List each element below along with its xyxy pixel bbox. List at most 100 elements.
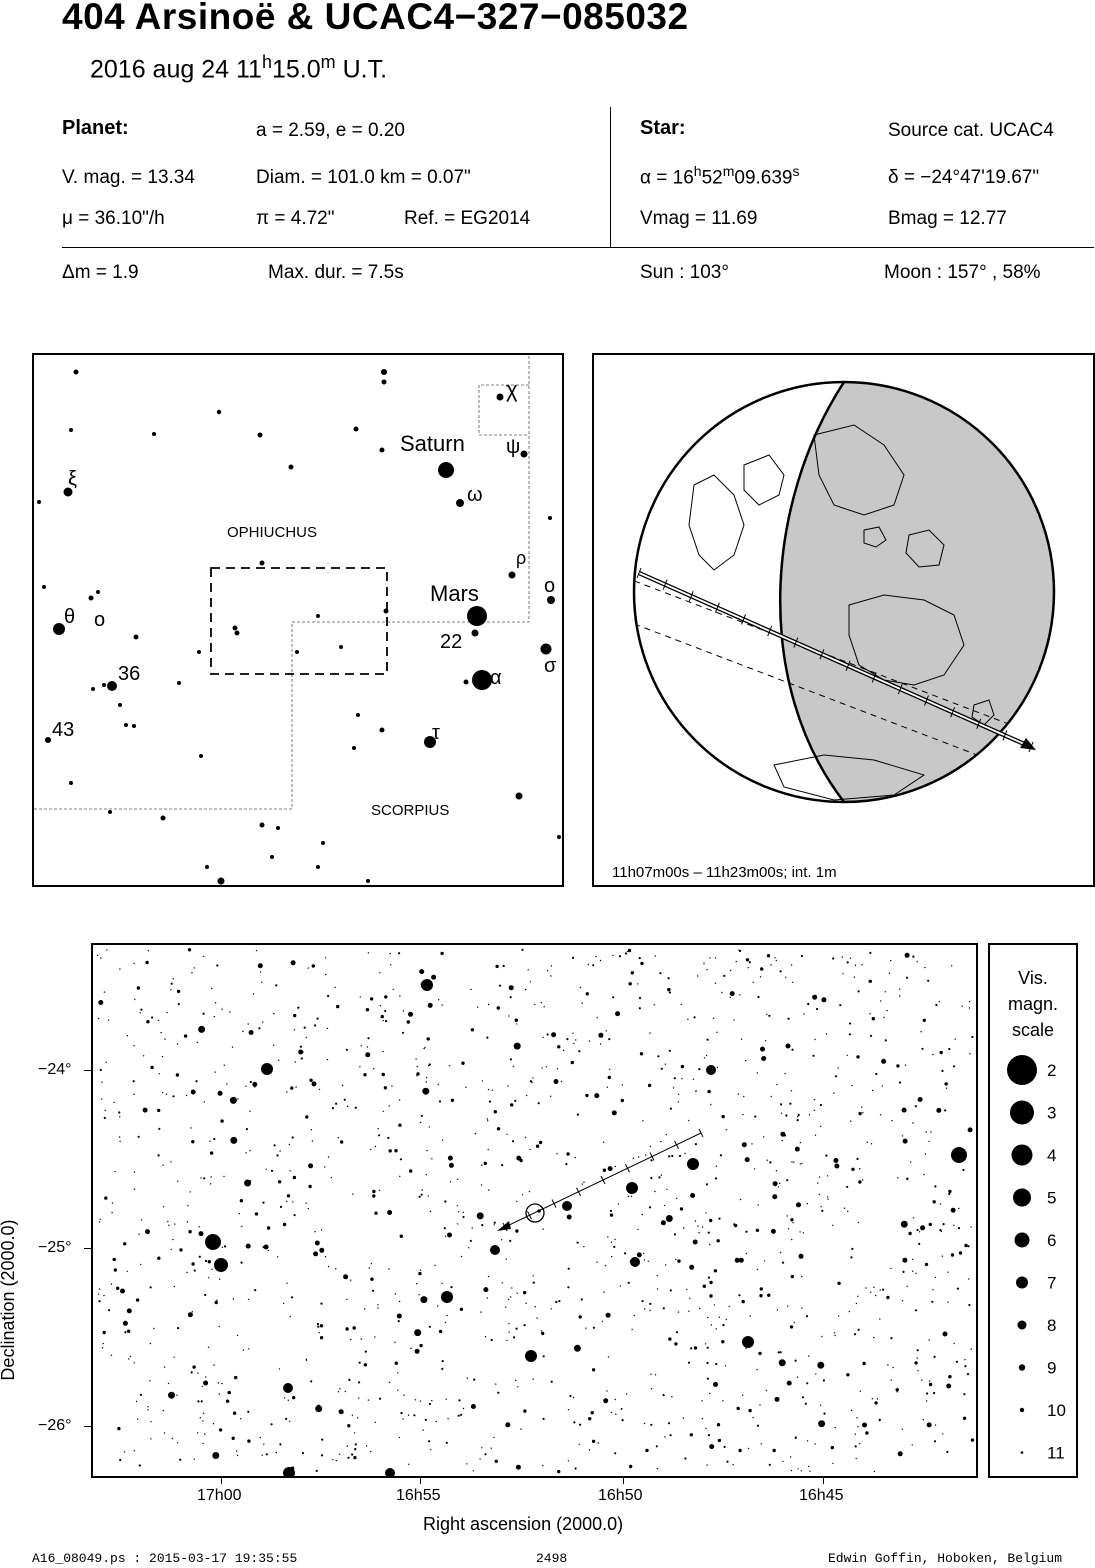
field-star: [137, 1135, 140, 1138]
field-star: [276, 1154, 279, 1157]
bright-star: [385, 1468, 395, 1476]
planet-motion: μ = 36.10"/h: [62, 208, 165, 229]
field-star: [509, 996, 512, 999]
field-star: [813, 1098, 816, 1101]
field-star: [209, 1140, 211, 1142]
field-star: [416, 1283, 418, 1285]
field-star: [953, 1342, 955, 1345]
field-star: [871, 1398, 873, 1400]
field-star: [944, 1082, 948, 1086]
field-star: [277, 1256, 279, 1258]
finder-star: [63, 487, 73, 497]
field-star: [778, 1359, 786, 1367]
field-star: [220, 1119, 224, 1123]
field-star: [678, 1093, 680, 1096]
time-tick: [819, 649, 825, 660]
field-star: [812, 1054, 815, 1057]
field-star: [200, 1231, 203, 1234]
field-star: [399, 1175, 401, 1177]
field-star: [542, 1355, 545, 1358]
finder-star: [69, 428, 73, 432]
field-star: [456, 1205, 458, 1207]
field-star: [123, 1451, 126, 1453]
field-star: [301, 1452, 305, 1455]
field-star: [725, 1129, 728, 1131]
field-star: [419, 1121, 422, 1124]
legend-magnitude: 7: [1047, 1274, 1056, 1293]
field-star: [890, 959, 892, 962]
constellation-label: OPHIUCHUS: [227, 524, 317, 541]
field-star: [534, 1306, 536, 1308]
field-star: [218, 1428, 223, 1432]
legend-dot: [1018, 1364, 1026, 1371]
field-star: [293, 1029, 296, 1031]
finder-star: [547, 596, 555, 604]
field-star: [104, 1109, 106, 1112]
field-star: [316, 1017, 319, 1020]
field-star: [201, 1385, 203, 1388]
field-star: [460, 1255, 463, 1258]
field-star: [641, 1300, 644, 1303]
field-star: [147, 950, 149, 952]
field-star: [787, 1305, 789, 1307]
field-star: [517, 1386, 519, 1388]
field-star: [907, 1177, 909, 1179]
field-star: [858, 1111, 862, 1116]
field-star: [608, 1038, 611, 1041]
time-tick: [636, 567, 642, 579]
field-star: [204, 1433, 206, 1435]
field-star: [921, 1379, 923, 1381]
field-star: [208, 1277, 210, 1279]
field-star: [870, 1291, 872, 1293]
field-star: [565, 1163, 568, 1166]
field-star: [101, 1347, 104, 1349]
field-star: [102, 1342, 104, 1345]
field-star: [242, 1030, 244, 1033]
finder-star: [316, 614, 320, 618]
field-star: [607, 1166, 613, 1172]
field-star: [723, 1445, 726, 1448]
field-star: [425, 1081, 427, 1083]
field-star: [550, 965, 553, 967]
field-star: [305, 1358, 307, 1360]
field-star: [324, 1166, 326, 1168]
field-star: [345, 1048, 348, 1051]
field-star: [916, 961, 918, 963]
field-star: [198, 1025, 206, 1033]
field-star: [314, 1240, 320, 1246]
track-tick: [527, 1211, 532, 1220]
field-star: [764, 1040, 767, 1042]
field-star: [382, 1050, 384, 1053]
field-star: [722, 1400, 724, 1402]
time-tick: [897, 683, 903, 695]
field-star: [286, 1282, 288, 1284]
field-star: [775, 1170, 778, 1172]
finder-label: 36: [118, 663, 140, 685]
field-star: [239, 1199, 244, 1203]
field-star: [179, 1248, 183, 1252]
globe-canvas: 11h07m00s – 11h23m00s; int. 1m: [612, 380, 1056, 881]
field-star: [305, 1115, 309, 1119]
field-star: [693, 1016, 696, 1019]
field-star: [487, 1275, 490, 1278]
field-star: [422, 1429, 424, 1431]
field-star: [216, 1299, 218, 1301]
field-star: [902, 1270, 905, 1273]
field-star: [332, 1459, 334, 1461]
finder-label: τ: [432, 722, 440, 744]
field-star: [677, 1311, 680, 1313]
field-star: [175, 1073, 180, 1077]
field-star: [491, 1089, 493, 1091]
field-star: [781, 1139, 783, 1142]
time-tick: [950, 707, 956, 718]
field-star: [516, 1023, 518, 1025]
field-star: [435, 1420, 437, 1423]
field-star: [462, 1215, 465, 1219]
field-star: [209, 1183, 212, 1185]
field-star: [610, 1241, 613, 1243]
field-star: [576, 1241, 579, 1244]
finder-label: 22: [440, 631, 462, 653]
field-star: [242, 1349, 245, 1351]
time-tick: [767, 625, 773, 637]
field-star: [766, 1159, 768, 1161]
